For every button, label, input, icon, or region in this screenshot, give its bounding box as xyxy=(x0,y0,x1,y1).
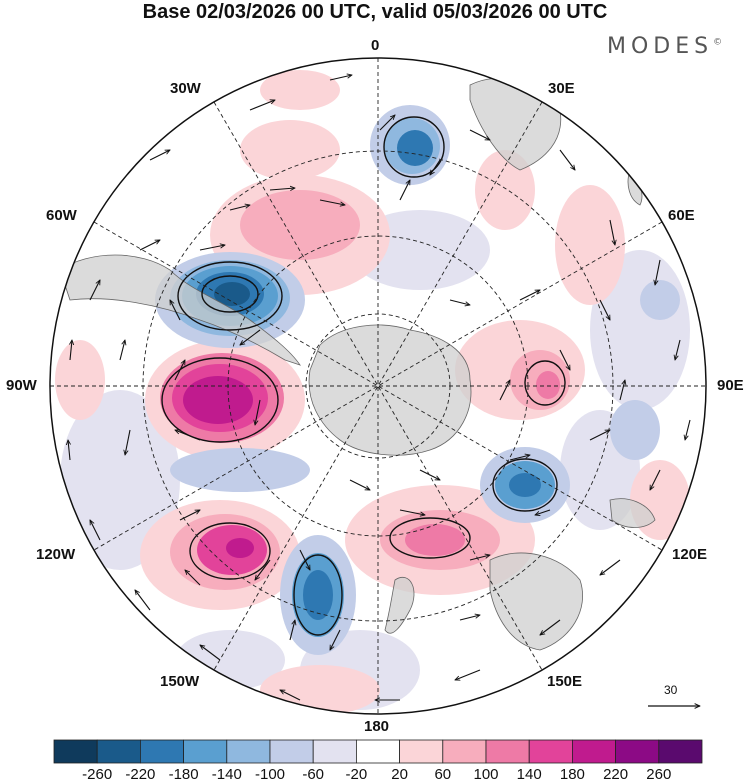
lon-label-30e: 30E xyxy=(548,80,575,97)
colorbar-tick-label: 100 xyxy=(473,766,499,783)
landmasses xyxy=(59,77,656,651)
lon-label-120w: 120W xyxy=(36,546,76,563)
colorbar-tick-label: 60 xyxy=(434,766,452,783)
colorbar-tick-label: 220 xyxy=(603,766,629,783)
positive-anomalies xyxy=(55,70,690,714)
colorbar-swatch xyxy=(96,739,141,764)
brand-mark: © xyxy=(713,37,723,48)
colorbar-swatch xyxy=(53,739,98,764)
map-title: Base 02/03/2026 00 UTC, valid 05/03/2026… xyxy=(142,1,608,23)
lon-label-150e: 150E xyxy=(547,673,583,690)
australia xyxy=(489,552,583,651)
colorbar-swatch xyxy=(615,739,660,764)
colorbar-swatch xyxy=(485,739,530,764)
colorbar-swatch xyxy=(269,739,314,764)
colorbar-tick-label: 260 xyxy=(646,766,672,783)
indian-ocean-islands xyxy=(609,498,656,528)
antarctica xyxy=(308,324,472,456)
colorbar-swatch xyxy=(355,739,400,764)
colorbar-tick-label: -220 xyxy=(125,766,156,783)
south-america xyxy=(59,254,301,366)
colorbar-swatch xyxy=(658,739,703,764)
brand-text: MODES xyxy=(607,34,714,59)
colorbar xyxy=(53,739,703,764)
colorbar-tick-label: -60 xyxy=(302,766,325,783)
negative-anomalies xyxy=(155,105,680,655)
lon-label-120e: 120E xyxy=(672,546,708,563)
colorbar-tick-label: -20 xyxy=(345,766,368,783)
lon-label-0: 0 xyxy=(371,37,380,54)
map-fields xyxy=(50,58,706,714)
colorbar-swatch xyxy=(139,739,184,764)
colorbar-tick-label: -260 xyxy=(82,766,113,783)
colorbar-swatch xyxy=(312,739,357,764)
brand-logo: MODES© xyxy=(607,34,722,59)
lon-label-90e: 90E xyxy=(717,377,744,394)
colorbar-tick-label: 180 xyxy=(559,766,585,783)
lon-label-60w: 60W xyxy=(46,207,77,224)
colorbar-swatch xyxy=(528,739,573,764)
new-zealand xyxy=(384,577,415,634)
reference-vector-value: 30 xyxy=(664,683,678,697)
colorbar-tick-label: -100 xyxy=(254,766,286,783)
graticule xyxy=(50,58,706,714)
lon-label-60e: 60E xyxy=(668,207,695,224)
colorbar-tick-label: -180 xyxy=(168,766,199,783)
colorbar-tick-label: 140 xyxy=(516,766,542,783)
map-boundary xyxy=(49,57,707,715)
colorbar-swatch xyxy=(183,739,228,764)
colorbar-tick-label: -140 xyxy=(211,766,242,783)
colorbar-swatch xyxy=(226,739,271,764)
lon-label-30w: 30W xyxy=(170,80,201,97)
colorbar-swatch xyxy=(399,739,444,764)
lon-label-150w: 150W xyxy=(160,673,200,690)
contour-lines xyxy=(161,116,566,636)
colorbar-tick-label: 20 xyxy=(391,766,408,783)
lon-label-180: 180 xyxy=(364,718,390,735)
wind-vectors xyxy=(68,75,691,700)
colorbar-swatch xyxy=(442,739,487,764)
colorbar-swatch xyxy=(572,739,617,764)
lon-label-90w: 90W xyxy=(6,377,37,394)
